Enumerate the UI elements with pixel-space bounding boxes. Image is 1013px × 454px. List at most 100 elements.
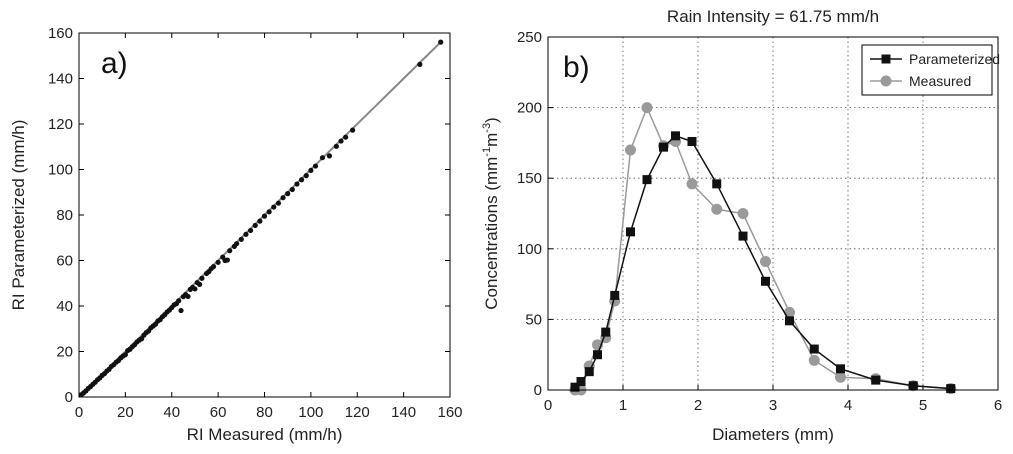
- axes-frame-b: [547, 36, 999, 391]
- y-label-sup2: -3: [481, 123, 493, 133]
- chart-title-b: Rain Intensity = 61.75 mm/h: [667, 7, 879, 26]
- y-axis-label-b: Concentrations (mm-1m-3): [481, 117, 501, 309]
- data-point: [808, 354, 820, 366]
- scatter-point: [350, 127, 356, 133]
- x-tick-label-a: 160: [437, 404, 462, 421]
- x-tick-label-a: 100: [298, 404, 323, 421]
- data-point: [625, 144, 636, 156]
- x-axis-label-a: RI Measured (mm/h): [187, 425, 343, 444]
- scatter-point: [289, 186, 295, 193]
- data-point: [761, 276, 770, 286]
- y-label-sup1: -1: [481, 147, 493, 157]
- y-tick-label-b: 0: [534, 382, 542, 399]
- scatter-point: [308, 167, 314, 174]
- scatter-point: [122, 352, 128, 358]
- scatter-point: [285, 191, 291, 197]
- data-point: [809, 344, 819, 354]
- data-point: [686, 178, 698, 190]
- scatter-point: [333, 143, 339, 149]
- y-tick-label-b: 200: [517, 100, 542, 117]
- x-axis-label-b: Diameters (mm): [712, 425, 834, 444]
- data-point: [641, 102, 653, 114]
- legend-label-parameterized: Parameterized: [909, 51, 1000, 67]
- data-point: [908, 381, 918, 391]
- data-point: [737, 208, 749, 219]
- y-tick-label-b: 250: [517, 29, 542, 46]
- y-label-main: Concentrations (mm: [482, 157, 501, 310]
- scatter-point: [294, 181, 300, 187]
- y-label-end: ): [482, 117, 501, 123]
- scatter-point: [280, 195, 286, 201]
- data-point: [785, 316, 794, 326]
- y-tick-label-a: 0: [65, 389, 73, 406]
- x-tick-label-b: 3: [769, 397, 777, 414]
- scatter-point: [261, 213, 268, 219]
- data-point: [711, 203, 723, 215]
- y-tick-label-a: 20: [56, 344, 73, 361]
- x-tick-label-b: 6: [994, 397, 1002, 414]
- scatter-point: [299, 177, 305, 183]
- data-point: [712, 179, 722, 189]
- scatter-point: [215, 259, 221, 265]
- x-tick-label-a: 60: [210, 404, 227, 421]
- scatter-point: [271, 204, 277, 210]
- data-point: [836, 364, 845, 374]
- x-tick-label-b: 0: [544, 397, 552, 414]
- y-tick-label-a: 80: [56, 207, 73, 224]
- data-point: [671, 131, 680, 141]
- scatter-point: [438, 39, 444, 45]
- y-tick-label-b: 50: [525, 311, 542, 328]
- scatter-point: [234, 241, 240, 247]
- scatter-point: [178, 307, 184, 314]
- x-tick-label-a: 120: [345, 404, 370, 421]
- legend: Parameterized Measured: [861, 44, 1000, 96]
- data-point: [760, 256, 771, 268]
- x-tick-label-a: 80: [256, 404, 273, 421]
- y-tick-label-a: 160: [48, 25, 73, 42]
- panel-b: 0 1 2 3 4 5 6 0 50 100 150 200 250 b) Rain Intensity…: [481, 7, 1002, 444]
- axes-frame-a: [78, 32, 451, 398]
- scatter-point: [338, 138, 344, 144]
- y-tick-label-a: 140: [48, 71, 73, 88]
- scatter-point: [185, 293, 191, 300]
- x-tick-label-b: 1: [619, 397, 627, 414]
- x-tick-label-a: 20: [117, 404, 134, 421]
- panel-label-b: b): [563, 51, 590, 84]
- panel-label-a: a): [101, 47, 128, 80]
- y-tick-label-a: 40: [56, 298, 73, 315]
- y-tick-label-a: 120: [48, 116, 73, 133]
- y-axis-label-a: RI Parameterized (mm/h): [9, 120, 28, 311]
- scatter-point: [192, 286, 198, 292]
- x-tick-label-a: 140: [391, 404, 416, 421]
- x-tick-label-b: 5: [919, 397, 927, 414]
- series-measured: [569, 102, 957, 396]
- scatter-point: [312, 163, 319, 169]
- y-tick-label-b: 100: [517, 241, 542, 258]
- x-tick-label-a: 0: [75, 404, 83, 421]
- scatter-point: [199, 275, 205, 281]
- legend-label-measured: Measured: [909, 73, 971, 89]
- data-point: [626, 227, 635, 237]
- data-point: [593, 350, 602, 360]
- scatter-point: [343, 134, 349, 140]
- scatter-point: [247, 227, 254, 234]
- data-point: [659, 142, 668, 152]
- data-point: [570, 382, 580, 392]
- scatter-point: [176, 298, 182, 304]
- y-tick-label-b: 150: [517, 170, 542, 187]
- y-tick-label-a: 60: [56, 253, 73, 270]
- x-tick-label-b: 4: [844, 397, 852, 414]
- scatter-point: [417, 61, 423, 67]
- data-point: [784, 306, 795, 318]
- data-point: [946, 384, 956, 394]
- scatter-point: [224, 257, 230, 263]
- scatter-point: [319, 155, 326, 161]
- y-tick-label-a: 100: [48, 162, 73, 179]
- x-tick-label-a: 40: [163, 404, 180, 421]
- panel-a: 0 20 40 60 80 100 120 140 160 0 20 40 60 80 100 120 140 1…: [9, 25, 463, 444]
- scatter-point: [196, 281, 203, 287]
- data-point: [835, 371, 846, 383]
- x-tick-label-b: 2: [694, 397, 702, 414]
- scatter-point: [275, 200, 282, 206]
- y-label-mid: m: [482, 133, 501, 147]
